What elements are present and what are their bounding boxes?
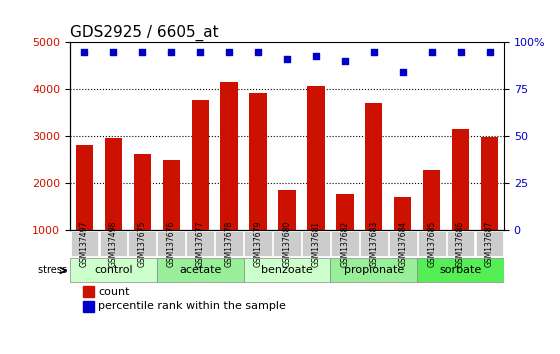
Point: [167, 49, 176, 55]
Bar: [452, 129, 469, 276]
Point: [369, 49, 378, 55]
Text: count: count: [98, 287, 130, 297]
FancyBboxPatch shape: [70, 258, 157, 282]
Text: propionate: propionate: [344, 266, 404, 275]
Text: GSM137686: GSM137686: [456, 220, 465, 267]
Point: [340, 58, 349, 64]
FancyBboxPatch shape: [244, 258, 330, 282]
Text: GSM137687: GSM137687: [485, 220, 494, 267]
Text: percentile rank within the sample: percentile rank within the sample: [98, 301, 286, 312]
FancyBboxPatch shape: [389, 231, 417, 256]
Bar: [192, 99, 209, 276]
Text: GSM137675: GSM137675: [138, 220, 147, 267]
FancyBboxPatch shape: [186, 231, 214, 256]
Point: [109, 49, 118, 55]
Point: [80, 49, 89, 55]
Text: control: control: [94, 266, 133, 275]
Point: [311, 53, 320, 59]
Text: GDS2925 / 6605_at: GDS2925 / 6605_at: [70, 25, 218, 41]
FancyBboxPatch shape: [100, 231, 127, 256]
Point: [254, 49, 263, 55]
Text: GSM137498: GSM137498: [109, 220, 118, 267]
FancyBboxPatch shape: [475, 231, 503, 256]
Text: acetate: acetate: [179, 266, 221, 275]
Bar: [394, 197, 412, 276]
Point: [398, 69, 407, 75]
Point: [485, 49, 494, 55]
Text: GSM137680: GSM137680: [282, 220, 292, 267]
Point: [456, 49, 465, 55]
Text: GSM137679: GSM137679: [254, 220, 263, 267]
Text: GSM137682: GSM137682: [340, 221, 349, 267]
FancyBboxPatch shape: [128, 231, 156, 256]
FancyBboxPatch shape: [71, 231, 99, 256]
Point: [196, 49, 205, 55]
Text: GSM137676: GSM137676: [167, 220, 176, 267]
Bar: [105, 138, 122, 276]
FancyBboxPatch shape: [244, 231, 272, 256]
FancyBboxPatch shape: [447, 231, 474, 256]
Text: benzoate: benzoate: [261, 266, 313, 275]
Text: GSM137497: GSM137497: [80, 220, 89, 267]
FancyBboxPatch shape: [273, 231, 301, 256]
FancyBboxPatch shape: [330, 258, 417, 282]
FancyBboxPatch shape: [157, 258, 244, 282]
Bar: [76, 145, 93, 276]
Text: GSM137684: GSM137684: [398, 220, 407, 267]
Bar: [336, 194, 353, 276]
Text: stress: stress: [38, 266, 70, 275]
Bar: [134, 154, 151, 276]
FancyBboxPatch shape: [360, 231, 388, 256]
Bar: [278, 190, 296, 276]
FancyBboxPatch shape: [418, 231, 446, 256]
FancyBboxPatch shape: [157, 231, 185, 256]
FancyBboxPatch shape: [215, 231, 243, 256]
Bar: [249, 93, 267, 276]
Point: [427, 49, 436, 55]
Bar: [162, 160, 180, 276]
FancyBboxPatch shape: [302, 231, 330, 256]
Bar: [307, 86, 325, 276]
Bar: [481, 137, 498, 276]
Bar: [423, 170, 440, 276]
Bar: [83, 286, 94, 297]
Text: GSM137683: GSM137683: [369, 220, 379, 267]
Text: GSM137685: GSM137685: [427, 220, 436, 267]
Bar: [221, 82, 238, 276]
Text: sorbate: sorbate: [440, 266, 482, 275]
Point: [282, 56, 291, 61]
Point: [225, 49, 234, 55]
Bar: [83, 301, 94, 312]
Text: GSM137681: GSM137681: [311, 221, 320, 267]
Text: GSM137678: GSM137678: [225, 220, 234, 267]
FancyBboxPatch shape: [417, 258, 504, 282]
FancyBboxPatch shape: [331, 231, 359, 256]
Bar: [365, 103, 382, 276]
Text: GSM137677: GSM137677: [195, 220, 205, 267]
Point: [138, 49, 147, 55]
